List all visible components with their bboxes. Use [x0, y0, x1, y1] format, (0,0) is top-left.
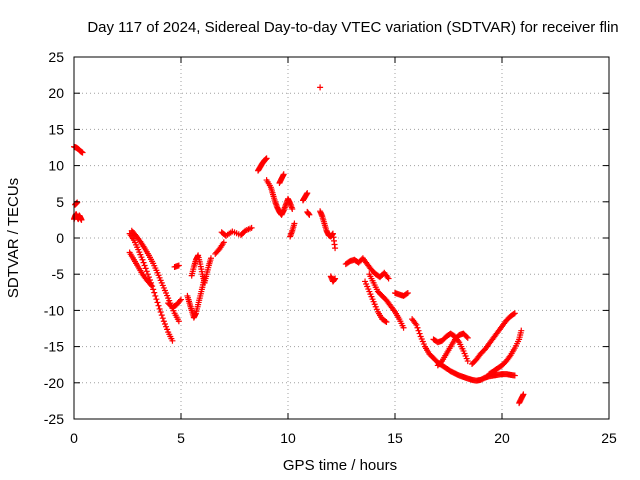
data-point: [150, 286, 157, 293]
data-point: [176, 297, 183, 304]
data-point: [153, 296, 160, 303]
data-point: [511, 310, 518, 317]
data-point: [382, 318, 389, 325]
y-axis-title: SDTVAR / TECUs: [5, 178, 22, 298]
chart-title: Day 117 of 2024, Sidereal Day-to-day VTE…: [87, 19, 618, 36]
data-point: [510, 311, 517, 318]
x-tick-label: 5: [177, 430, 185, 446]
data-point: [140, 259, 147, 266]
data-point: [304, 190, 311, 197]
data-point: [263, 155, 270, 162]
data-point: [289, 206, 296, 213]
data-point: [413, 321, 420, 328]
y-tick-label: 10: [48, 158, 64, 174]
data-point: [415, 327, 422, 334]
x-tick-label: 10: [280, 430, 296, 446]
data-point: [79, 149, 86, 156]
data-point: [207, 255, 214, 262]
data-point: [160, 318, 167, 325]
data-point: [404, 290, 411, 297]
data-point: [161, 320, 168, 327]
data-point: [416, 330, 423, 337]
x-tick-label: 0: [70, 430, 78, 446]
data-point: [157, 309, 164, 316]
y-tick-label: 20: [48, 85, 64, 101]
y-tick-label: 25: [48, 49, 64, 65]
data-point: [464, 358, 471, 365]
y-tick-label: -5: [52, 266, 65, 282]
x-axis-title: GPS time / hours: [283, 457, 397, 474]
data-point: [156, 305, 163, 312]
data-point: [383, 318, 390, 325]
data-point: [163, 323, 170, 330]
data-point: [291, 220, 298, 227]
data-point: [518, 327, 525, 334]
data-point: [144, 271, 151, 278]
data-point: [520, 391, 527, 398]
data-point: [159, 315, 166, 322]
y-tick-label: 0: [56, 230, 64, 246]
data-point: [332, 245, 339, 252]
x-tick-label: 20: [494, 430, 510, 446]
data-point: [169, 337, 176, 344]
data-point: [178, 296, 184, 303]
data-point: [385, 275, 392, 282]
data-point: [151, 289, 158, 296]
data-point: [511, 372, 518, 379]
y-tick-label: 5: [56, 194, 64, 210]
data-point: [248, 224, 255, 231]
data-point: [403, 290, 410, 297]
data-point: [142, 265, 149, 272]
data-point: [139, 256, 146, 263]
data-point: [175, 262, 182, 269]
data-points: [71, 84, 527, 407]
y-tick-label: -25: [44, 411, 64, 427]
data-point: [464, 334, 471, 341]
x-tick-label: 25: [601, 430, 617, 446]
data-point: [152, 292, 159, 299]
data-point: [220, 239, 227, 246]
data-point: [414, 324, 421, 331]
data-point: [148, 282, 155, 289]
data-point: [175, 318, 182, 325]
data-point: [74, 199, 81, 206]
y-tick-label: -10: [44, 302, 64, 318]
data-point: [317, 84, 324, 91]
data-point: [400, 324, 407, 331]
data-point: [146, 280, 153, 287]
data-point: [143, 268, 150, 275]
y-tick-label: -20: [44, 375, 64, 391]
axes: 0 5 10 15 20 25 -25 -20 -15 -10 -5 0 5 10 15 20 25: [44, 49, 617, 446]
data-point: [155, 302, 162, 309]
grid-lines: [74, 57, 609, 419]
y-tick-label: 15: [48, 121, 64, 137]
data-point: [154, 299, 161, 306]
y-tick-label: -15: [44, 339, 64, 355]
data-point: [332, 275, 339, 282]
data-point: [463, 333, 470, 340]
data-point: [306, 211, 313, 218]
x-tick-label: 15: [387, 430, 403, 446]
data-point: [141, 262, 148, 269]
data-point: [158, 312, 165, 319]
data-point: [280, 171, 287, 178]
data-point: [164, 326, 171, 333]
data-point: [78, 216, 85, 223]
